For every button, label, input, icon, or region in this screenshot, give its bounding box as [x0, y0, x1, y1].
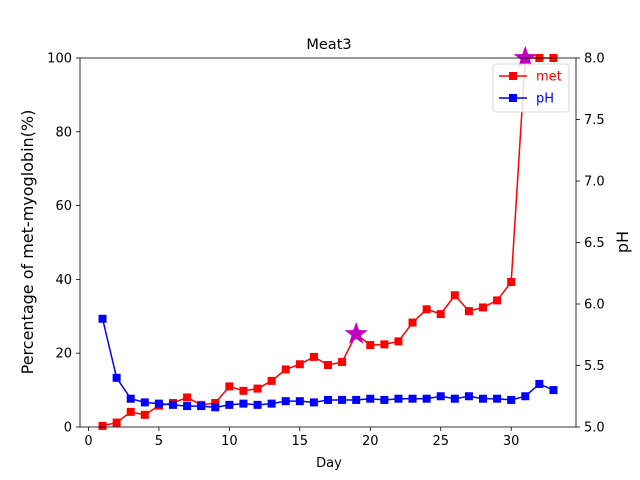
y2-tick-label: 7.5 — [584, 113, 605, 128]
data-point-pH — [380, 395, 389, 404]
data-point-pH — [183, 402, 192, 411]
data-point-pH — [126, 394, 135, 403]
data-point-pH — [352, 395, 361, 404]
data-point-pH — [493, 394, 502, 403]
y2-tick-label: 8.0 — [584, 52, 605, 67]
data-point-met — [507, 277, 516, 286]
legend-marker-pH — [509, 94, 517, 102]
plot-frame — [79, 57, 577, 428]
data-point-met — [98, 421, 107, 430]
data-point-met — [239, 386, 248, 395]
data-point-met — [309, 352, 318, 361]
highlight-star-marker — [513, 45, 537, 68]
data-point-met — [281, 365, 290, 374]
highlight-star-marker — [344, 321, 368, 344]
data-point-pH — [408, 394, 417, 403]
data-point-met — [394, 337, 403, 346]
data-point-met — [211, 399, 220, 408]
data-point-pH — [154, 399, 163, 408]
data-point-met — [140, 410, 149, 419]
data-point-met — [225, 382, 234, 391]
y-tick-label: 40 — [55, 273, 72, 288]
x-tick-label: 15 — [292, 434, 309, 449]
legend-marker-met — [509, 72, 517, 80]
series-line-met — [102, 57, 554, 427]
y-tick-label: 20 — [55, 347, 72, 362]
data-point-pH — [112, 373, 121, 382]
data-point-met — [183, 393, 192, 402]
x-tick-label: 5 — [155, 434, 163, 449]
legend-label-met: met — [536, 70, 562, 85]
data-point-met — [450, 291, 459, 300]
data-point-pH — [267, 399, 276, 408]
y-tick-label: 60 — [55, 199, 72, 214]
y-tick-label: 0 — [64, 421, 72, 436]
data-point-pH — [535, 379, 544, 388]
y2-tick-label: 6.0 — [584, 298, 605, 313]
data-point-pH — [521, 392, 530, 401]
x-tick-label: 30 — [503, 434, 520, 449]
legend: met pH — [492, 63, 570, 113]
data-point-pH — [450, 394, 459, 403]
data-point-met — [295, 360, 304, 369]
y2-tick-label: 5.0 — [584, 421, 605, 436]
data-point-met — [436, 310, 445, 319]
data-point-met — [464, 307, 473, 316]
data-point-met — [380, 340, 389, 349]
y-tick-label: 80 — [55, 125, 72, 140]
x-tick-label: 10 — [221, 434, 238, 449]
data-point-pH — [324, 395, 332, 404]
axes-layer: 0 5 10 15 20 25 30 0 20 40 60 80 100 5.0 5.5 6.0 6.5 7.0 7… — [47, 52, 605, 450]
y2-tick-label: 5.5 — [584, 359, 605, 374]
data-point-pH — [479, 394, 487, 403]
data-point-pH — [549, 386, 558, 395]
data-point-pH — [211, 403, 220, 412]
y2-tick-label: 6.5 — [584, 236, 605, 251]
data-point-pH — [464, 392, 473, 401]
data-point-met — [267, 376, 276, 385]
x-tick-label: 0 — [84, 434, 92, 449]
data-point-met — [112, 418, 121, 427]
data-point-pH — [281, 397, 290, 406]
data-point-met — [126, 407, 135, 416]
y-axis-title: Percentage of met-myoglobin(%) — [18, 110, 37, 375]
data-point-met — [408, 318, 417, 327]
data-point-pH — [366, 394, 375, 403]
data-point-met — [324, 361, 332, 370]
data-point-pH — [295, 397, 304, 406]
series-layer — [98, 45, 558, 430]
data-point-met — [493, 296, 502, 305]
data-point-pH — [197, 402, 206, 411]
data-point-pH — [239, 399, 248, 408]
data-point-pH — [338, 395, 347, 404]
data-point-pH — [98, 314, 107, 323]
data-point-met — [253, 384, 262, 393]
y2-axis-title: pH — [613, 231, 632, 253]
y2-tick-label: 7.0 — [584, 175, 605, 190]
x-axis-title: Day — [316, 456, 342, 471]
chart-title: Meat3 — [306, 37, 351, 53]
data-point-pH — [140, 398, 149, 407]
data-point-pH — [394, 394, 403, 403]
x-tick-label: 20 — [362, 434, 379, 449]
data-point-pH — [169, 400, 177, 409]
legend-label-pH: pH — [536, 92, 554, 107]
y-tick-label: 100 — [47, 52, 72, 67]
data-point-pH — [436, 392, 445, 401]
data-point-met — [338, 358, 347, 367]
x-tick-label: 25 — [432, 434, 449, 449]
data-point-met — [422, 305, 431, 314]
data-point-pH — [422, 394, 431, 403]
data-point-pH — [225, 400, 234, 409]
data-point-pH — [253, 400, 262, 409]
data-point-met — [366, 341, 375, 350]
data-point-pH — [309, 398, 318, 407]
data-point-met — [479, 303, 487, 312]
data-point-pH — [507, 395, 516, 404]
